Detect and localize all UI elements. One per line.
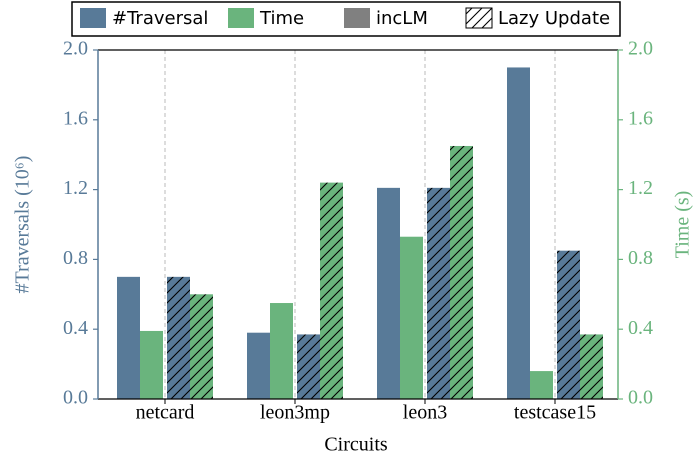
bar (450, 145, 473, 399)
y-tick-label: 0.4 (63, 317, 88, 339)
bar (140, 330, 163, 399)
legend-label: incLM (376, 8, 428, 29)
y2-tick-label: 1.2 (628, 177, 653, 199)
y2-axis-label: Time (s) (672, 191, 694, 259)
y2-tick-label: 1.6 (628, 107, 653, 129)
x-tick-label: leon3 (403, 402, 447, 424)
bar (427, 187, 450, 399)
x-tick-label: testcase15 (514, 402, 596, 424)
y-tick-label: 2.0 (63, 38, 88, 60)
y2-tick-label: 2.0 (628, 38, 653, 60)
legend-label: Time (259, 8, 304, 29)
bar (320, 182, 343, 399)
legend-label: #Traversal (112, 8, 208, 29)
legend-swatch (344, 8, 370, 28)
bar (270, 303, 293, 399)
bar (117, 276, 140, 399)
bar (297, 334, 320, 399)
y-tick-label: 0.8 (63, 247, 88, 269)
x-tick-label: netcard (136, 402, 195, 424)
legend-swatch (465, 7, 493, 29)
x-axis-label: Circuits (324, 434, 388, 456)
y-axis-label: #Traversals (10⁶) (12, 156, 34, 294)
y-tick-label: 1.6 (63, 107, 88, 129)
bar (507, 67, 530, 399)
legend-swatch (80, 8, 106, 28)
y2-tick-label: 0.4 (628, 317, 653, 339)
bar (377, 187, 400, 399)
bar (190, 294, 213, 399)
bar (247, 332, 270, 399)
bar (167, 276, 190, 399)
y2-tick-label: 0.8 (628, 247, 653, 269)
y2-tick-label: 0.0 (628, 387, 653, 409)
legend-label: Lazy Update (498, 8, 610, 29)
x-tick-label: leon3mp (260, 402, 330, 424)
bar (557, 250, 580, 399)
bar (580, 334, 603, 399)
y-tick-label: 0.0 (63, 387, 88, 409)
y-tick-label: 1.2 (63, 177, 88, 199)
legend-swatch (228, 8, 254, 28)
bar (530, 371, 553, 399)
bar (400, 236, 423, 399)
